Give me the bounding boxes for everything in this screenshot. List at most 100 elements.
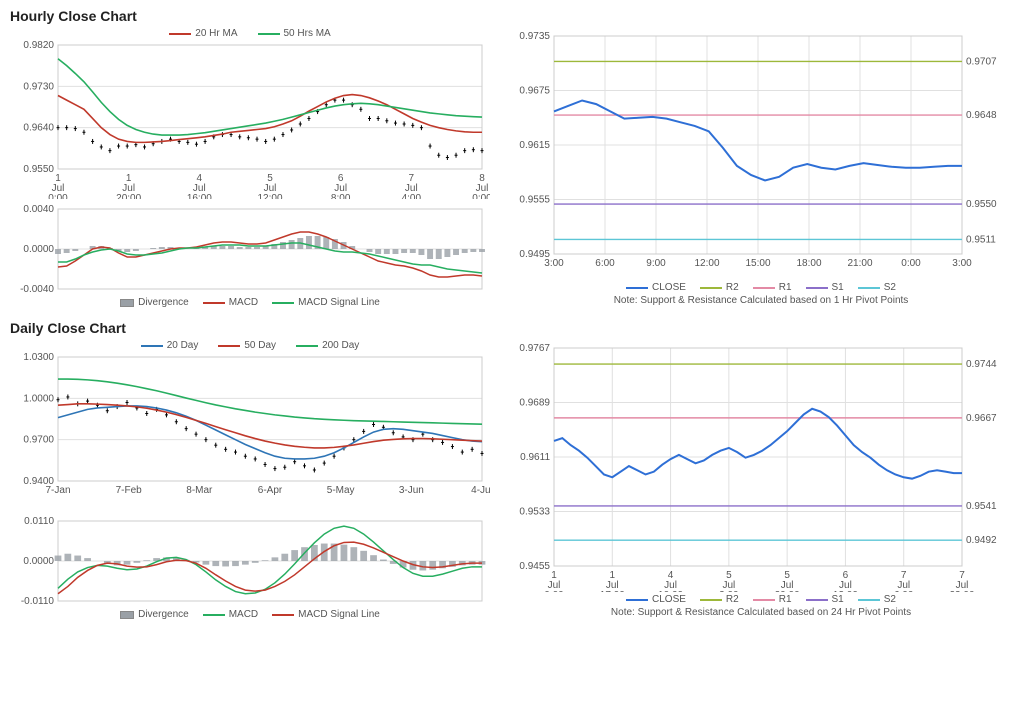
- svg-text:0.9615: 0.9615: [519, 140, 550, 151]
- svg-text:0:00: 0:00: [48, 193, 68, 199]
- svg-text:15:00: 15:00: [745, 258, 770, 269]
- svg-text:3:00: 3:00: [544, 258, 564, 269]
- daily-pivot-legend: CLOSE R2 R1 S1 S2: [508, 594, 1014, 605]
- svg-text:0.0000: 0.0000: [23, 556, 54, 567]
- svg-text:-0.0040: -0.0040: [20, 284, 54, 295]
- svg-text:3:00: 3:00: [719, 590, 739, 592]
- svg-text:12:00: 12:00: [694, 258, 719, 269]
- legend-item: MACD: [203, 297, 258, 308]
- legend-item: S1: [806, 594, 844, 605]
- svg-text:6:00: 6:00: [894, 590, 914, 592]
- svg-text:0.9689: 0.9689: [519, 398, 550, 409]
- legend-item: MACD Signal Line: [272, 609, 380, 620]
- svg-text:0.0040: 0.0040: [23, 205, 54, 215]
- legend-item: R1: [753, 282, 792, 293]
- svg-text:0.9744: 0.9744: [966, 359, 997, 370]
- legend-item: 50 Day: [218, 340, 276, 351]
- svg-text:0:00: 0:00: [901, 258, 921, 269]
- legend-item: 20 Hr MA: [169, 28, 237, 39]
- svg-text:5-May: 5-May: [327, 485, 355, 496]
- svg-text:0.9820: 0.9820: [23, 40, 54, 51]
- svg-text:-0.0110: -0.0110: [21, 596, 55, 607]
- svg-text:0.9533: 0.9533: [519, 507, 550, 518]
- svg-text:8:00: 8:00: [331, 193, 351, 199]
- svg-text:0:00: 0:00: [472, 193, 490, 199]
- svg-text:0.9730: 0.9730: [23, 81, 54, 92]
- svg-text:0.9640: 0.9640: [23, 123, 54, 134]
- legend-item: MACD: [203, 609, 258, 620]
- hourly-main-legend: 20 Hr MA 50 Hrs MA: [10, 28, 490, 39]
- svg-text:0.9611: 0.9611: [520, 452, 550, 463]
- svg-text:1.0000: 1.0000: [23, 393, 54, 404]
- daily-pivot-chart: 0.94550.95330.96110.96890.97671Jul0:001J…: [508, 340, 1014, 592]
- svg-text:4:00: 4:00: [402, 193, 422, 199]
- svg-text:4-Jul: 4-Jul: [471, 485, 490, 496]
- svg-text:6-Apr: 6-Apr: [258, 485, 283, 496]
- svg-text:0.0110: 0.0110: [24, 517, 54, 527]
- svg-text:0.9648: 0.9648: [966, 110, 997, 121]
- hourly-pivot-legend: CLOSE R2 R1 S1 S2: [508, 282, 1014, 293]
- svg-text:23:00: 23:00: [949, 590, 974, 592]
- daily-macd-chart: -0.0110 0.0000 0.0110: [10, 517, 490, 607]
- svg-text:21:00: 21:00: [847, 258, 872, 269]
- legend-item: Divergence: [120, 609, 189, 620]
- svg-text:0.9550: 0.9550: [966, 199, 997, 210]
- legend-item: 20 Day: [141, 340, 199, 351]
- daily-main-chart: 0.94000.97001.00001.03007-Jan7-Feb8-Mar6…: [10, 351, 490, 511]
- svg-text:0.9767: 0.9767: [519, 343, 550, 354]
- svg-text:0.9675: 0.9675: [519, 86, 550, 97]
- daily-title: Daily Close Chart: [10, 320, 1014, 336]
- daily-macd-legend: Divergence MACD MACD Signal Line: [10, 609, 490, 620]
- legend-item: 200 Day: [296, 340, 359, 351]
- svg-text:17:00: 17:00: [600, 590, 625, 592]
- svg-text:0.9735: 0.9735: [519, 31, 550, 42]
- svg-text:20:00: 20:00: [775, 590, 800, 592]
- legend-item: CLOSE: [626, 594, 686, 605]
- hourly-main-chart: 0.95500.96400.97300.98201Jul0:001Jul20:0…: [10, 39, 490, 199]
- svg-text:0:00: 0:00: [544, 590, 564, 592]
- svg-text:0.9555: 0.9555: [519, 195, 550, 206]
- svg-text:20:00: 20:00: [116, 193, 141, 199]
- svg-text:0.9541: 0.9541: [966, 501, 997, 512]
- legend-item: 50 Hrs MA: [258, 28, 331, 39]
- hourly-title: Hourly Close Chart: [10, 8, 1014, 24]
- svg-text:3-Jun: 3-Jun: [399, 485, 424, 496]
- legend-item: R2: [700, 594, 739, 605]
- hourly-section: Hourly Close Chart 20 Hr MA 50 Hrs MA 0.9…: [10, 8, 1014, 308]
- legend-item: Divergence: [120, 297, 189, 308]
- svg-text:6:00: 6:00: [595, 258, 615, 269]
- svg-text:8-Mar: 8-Mar: [186, 485, 213, 496]
- hourly-macd-chart: -0.0040 0.0000 0.0040: [10, 205, 490, 295]
- svg-text:10:00: 10:00: [658, 590, 683, 592]
- svg-text:12:00: 12:00: [257, 193, 282, 199]
- svg-text:0.9550: 0.9550: [23, 164, 54, 175]
- legend-item: MACD Signal Line: [272, 297, 380, 308]
- svg-text:7-Feb: 7-Feb: [116, 485, 143, 496]
- daily-pivot-note: Note: Support & Resistance Calculated ba…: [508, 607, 1014, 618]
- daily-section: Daily Close Chart 20 Day 50 Day 200 Day 0.…: [10, 320, 1014, 620]
- svg-text:0.9667: 0.9667: [966, 413, 997, 424]
- svg-text:9:00: 9:00: [646, 258, 666, 269]
- svg-text:1.0300: 1.0300: [23, 352, 54, 363]
- svg-text:7-Jan: 7-Jan: [45, 485, 70, 496]
- svg-text:0.9511: 0.9511: [966, 234, 996, 245]
- legend-item: S2: [858, 594, 896, 605]
- legend-item: CLOSE: [626, 282, 686, 293]
- legend-item: R2: [700, 282, 739, 293]
- hourly-pivot-chart: 0.94950.95550.96150.96750.97353:006:009:…: [508, 28, 1014, 280]
- svg-text:0.9492: 0.9492: [966, 535, 997, 546]
- svg-text:18:00: 18:00: [796, 258, 821, 269]
- svg-text:13:00: 13:00: [833, 590, 858, 592]
- svg-text:0.9455: 0.9455: [519, 561, 550, 572]
- hourly-macd-legend: Divergence MACD MACD Signal Line: [10, 297, 490, 308]
- daily-main-legend: 20 Day 50 Day 200 Day: [10, 340, 490, 351]
- svg-text:0.0000: 0.0000: [23, 244, 54, 255]
- svg-text:16:00: 16:00: [187, 193, 212, 199]
- legend-item: R1: [753, 594, 792, 605]
- svg-text:3:00: 3:00: [952, 258, 972, 269]
- svg-text:0.9700: 0.9700: [23, 435, 54, 446]
- legend-item: S2: [858, 282, 896, 293]
- legend-item: S1: [806, 282, 844, 293]
- svg-text:0.9707: 0.9707: [966, 56, 997, 67]
- hourly-pivot-note: Note: Support & Resistance Calculated ba…: [508, 295, 1014, 306]
